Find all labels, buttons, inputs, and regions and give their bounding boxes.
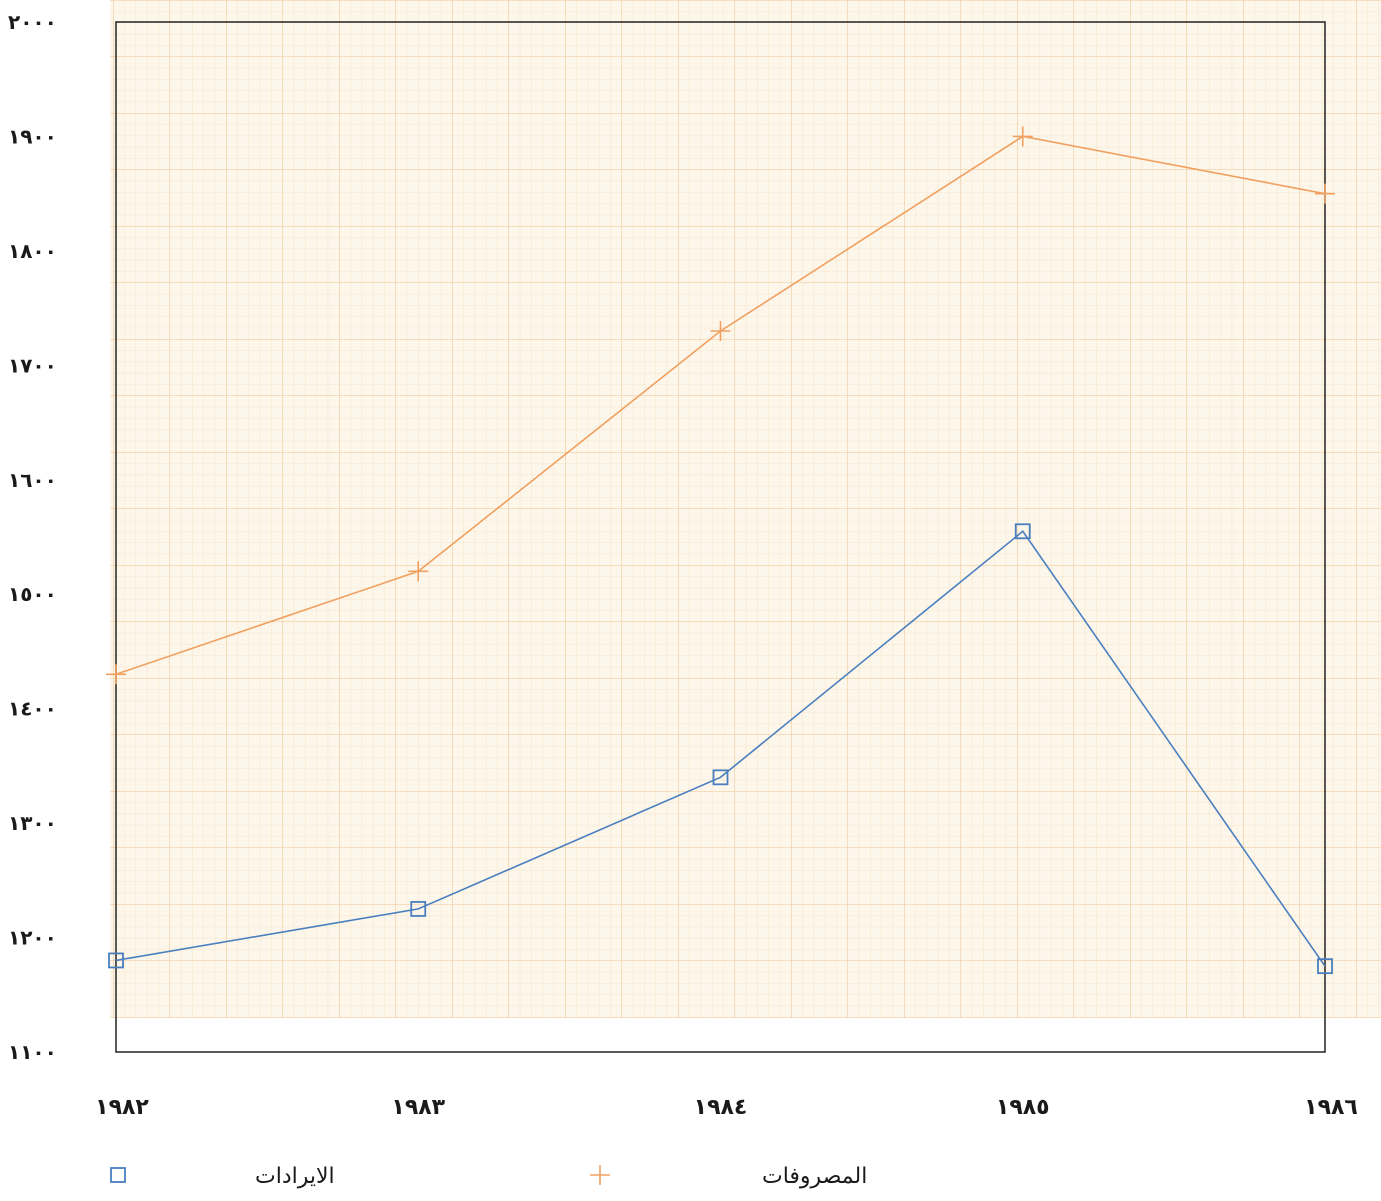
data-point-plus — [710, 321, 731, 341]
legend-label: المصروفات — [762, 1164, 867, 1189]
series-layer — [106, 126, 1335, 975]
y-tick-label: ١٧٠٠ — [8, 353, 57, 377]
data-point-plus — [1315, 183, 1335, 204]
plot-frame — [115, 21, 1326, 1053]
y-tick-label: ١٩٠٠ — [8, 124, 57, 148]
data-point-square — [410, 901, 427, 917]
series-line — [115, 530, 1326, 967]
legend-label: الايرادات — [255, 1164, 335, 1189]
y-tick-label: ٢٠٠٠ — [8, 10, 57, 34]
x-tick-label: ١٩٨٦ — [1304, 1095, 1358, 1120]
y-tick-label: ١٦٠٠ — [8, 468, 57, 492]
data-point-plus — [1012, 126, 1033, 147]
graph-paper-grid — [110, 0, 1381, 1018]
data-point-square — [108, 952, 124, 969]
y-tick-label: ١٣٠٠ — [8, 811, 57, 835]
y-axis-ticks: ١١٠٠ ١٢٠٠ ١٣٠٠ ١٤٠٠ ١٥٠٠ ١٦٠٠ ١٧٠٠ ١٨٠٠ ١٩٠٠ ٢٠٠٠ — [8, 10, 57, 1064]
data-point-square — [1014, 523, 1031, 540]
legend: المصروفات الايرادات — [110, 1164, 867, 1189]
legend-marker-square — [110, 1167, 126, 1183]
data-point-plus — [408, 561, 429, 582]
y-tick-label: ١٢٠٠ — [8, 926, 57, 950]
x-tick-label: ١٩٨٢ — [95, 1095, 149, 1120]
legend-item: المصروفات — [590, 1164, 867, 1189]
data-point-square — [712, 769, 729, 786]
y-tick-label: ١١٠٠ — [8, 1040, 57, 1064]
x-tick-label: ١٩٨٤ — [694, 1095, 748, 1120]
y-tick-label: ١٥٠٠ — [8, 582, 57, 606]
data-point-square — [1317, 958, 1333, 975]
x-tick-label: ١٩٨٥ — [996, 1095, 1050, 1120]
y-tick-label: ١٨٠٠ — [8, 239, 57, 263]
x-axis-ticks: ١٩٨٢ ١٩٨٣ ١٩٨٤ ١٩٨٥ ١٩٨٦ — [95, 1095, 1358, 1120]
legend-item: الايرادات — [110, 1164, 335, 1189]
legend-marker-plus — [590, 1165, 610, 1185]
y-tick-label: ١٤٠٠ — [8, 697, 57, 721]
data-point-plus — [106, 664, 126, 685]
x-tick-label: ١٩٨٣ — [391, 1095, 445, 1120]
